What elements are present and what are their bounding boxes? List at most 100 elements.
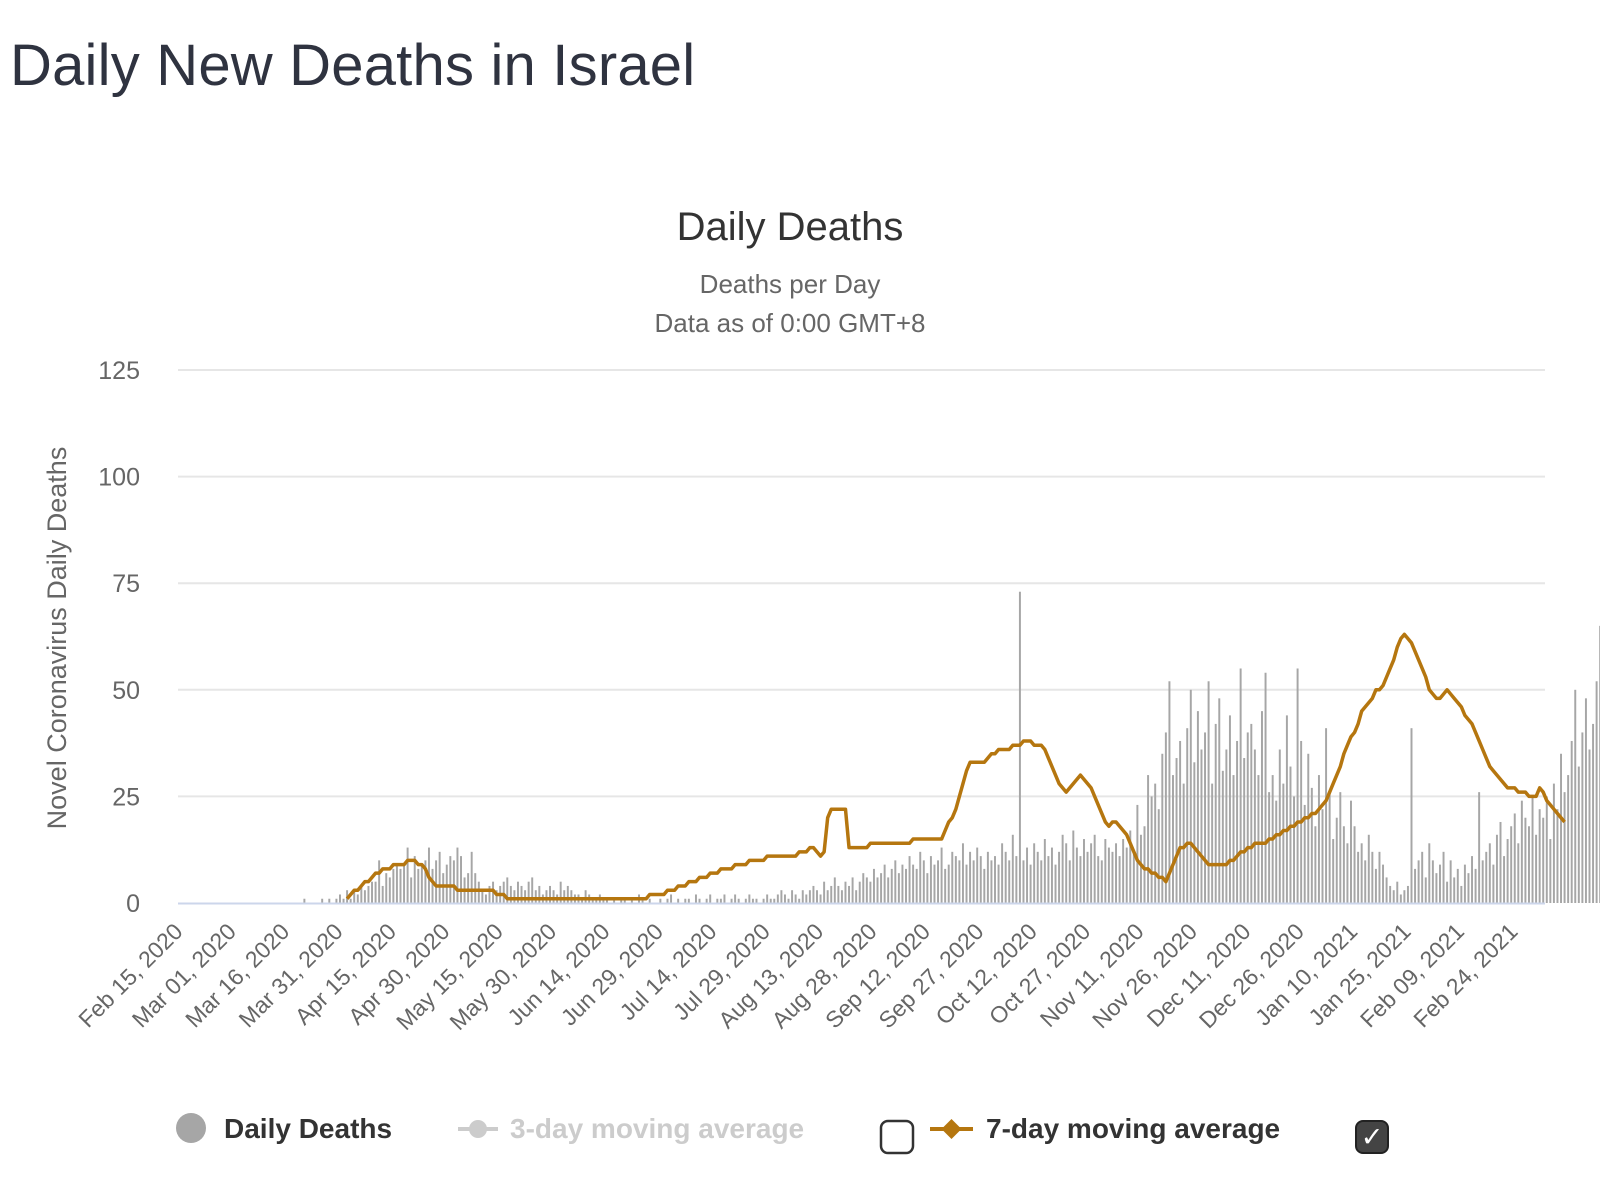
daily-deaths-bar	[780, 890, 783, 903]
daily-deaths-bar	[684, 898, 687, 903]
daily-deaths-bar	[1285, 715, 1288, 903]
legend-item-7-day-average[interactable]: 7-day moving average	[930, 1113, 1280, 1144]
daily-deaths-bar	[851, 877, 854, 903]
daily-deaths-bar	[363, 890, 366, 903]
daily-deaths-bar	[1385, 877, 1388, 903]
daily-deaths-bar	[1357, 851, 1360, 903]
daily-deaths-bar	[1517, 843, 1520, 903]
daily-deaths-bar	[787, 898, 790, 903]
daily-deaths-bar	[1115, 843, 1118, 903]
daily-deaths-bar	[844, 881, 847, 903]
daily-deaths-bar	[527, 881, 530, 903]
daily-deaths-bar	[801, 890, 804, 903]
daily-deaths-bar	[1172, 775, 1174, 903]
daily-deaths-bar	[670, 894, 673, 903]
daily-deaths-bar	[1577, 766, 1580, 903]
y-tick-label: 25	[112, 783, 140, 811]
chart-subtitle-line-2: Data as of 0:00 GMT+8	[655, 308, 926, 338]
seven-day-average-line	[345, 632, 1566, 901]
daily-deaths-bar	[855, 890, 858, 903]
daily-deaths-bar	[395, 864, 398, 903]
daily-deaths-bar	[1538, 809, 1541, 903]
daily-deaths-bar	[1567, 775, 1570, 903]
daily-deaths-bar	[826, 890, 829, 903]
daily-deaths-bar	[538, 885, 541, 903]
daily-deaths-bar	[1581, 732, 1584, 903]
daily-deaths-bar	[1506, 839, 1509, 903]
daily-deaths-bar	[1392, 890, 1395, 903]
daily-deaths-bar	[659, 898, 662, 903]
daily-deaths-bar	[1595, 681, 1598, 903]
grid-lines	[178, 369, 1545, 798]
daily-deaths-bar	[602, 898, 605, 903]
daily-deaths-bar	[1079, 856, 1082, 903]
daily-deaths-bar	[367, 885, 370, 903]
daily-deaths-bar	[1535, 834, 1538, 903]
daily-deaths-bar	[1068, 860, 1071, 903]
chart-subtitle-line-1: Deaths per Day	[700, 269, 881, 299]
daily-deaths-bar	[1485, 851, 1488, 903]
daily-deaths-bar	[356, 894, 359, 903]
daily-deaths-bar	[1556, 809, 1559, 903]
daily-deaths-bar	[1029, 864, 1032, 903]
daily-deaths-bar	[1239, 668, 1242, 903]
daily-deaths-bar	[766, 894, 769, 903]
daily-deaths-bar	[424, 860, 427, 903]
daily-deaths-bar	[1382, 864, 1385, 903]
daily-deaths-bar	[1097, 856, 1100, 903]
daily-deaths-bar	[563, 890, 566, 903]
daily-deaths-bar	[406, 847, 409, 903]
daily-deaths-bar	[972, 860, 975, 903]
daily-deaths-bar	[1253, 749, 1256, 903]
daily-deaths-bar	[887, 877, 890, 903]
daily-deaths-bar	[905, 868, 907, 903]
daily-deaths-bar	[339, 894, 341, 903]
daily-deaths-bar	[734, 894, 737, 903]
daily-deaths-bar	[371, 881, 373, 903]
legend-item-3-day-average[interactable]: 3-day moving average	[458, 1113, 804, 1144]
daily-deaths-bar	[303, 898, 306, 903]
daily-deaths-bar	[1414, 868, 1417, 903]
daily-deaths-bar	[744, 898, 747, 903]
daily-deaths-bar	[381, 885, 384, 903]
daily-deaths-bar	[488, 885, 491, 903]
y-tick-label: 125	[98, 357, 140, 385]
daily-deaths-bar	[353, 890, 356, 903]
daily-deaths-bar	[880, 873, 883, 903]
daily-deaths-bar	[812, 885, 815, 903]
daily-deaths-bar	[976, 847, 979, 903]
daily-deaths-bar	[958, 860, 961, 903]
daily-deaths-bar	[1584, 698, 1587, 903]
daily-deaths-bar	[467, 873, 470, 903]
seven-day-average-checkbox[interactable]: ✓	[1355, 1120, 1389, 1154]
daily-deaths-bar	[534, 890, 537, 903]
legend-item-daily-deaths[interactable]: Daily Deaths	[176, 1113, 392, 1144]
daily-deaths-bar	[321, 898, 324, 903]
daily-deaths-bar	[1107, 847, 1110, 903]
daily-deaths-bar	[901, 864, 904, 903]
daily-deaths-bar	[1040, 860, 1043, 903]
daily-deaths-bar	[794, 894, 797, 903]
legend-label-daily-deaths: Daily Deaths	[224, 1113, 392, 1144]
daily-deaths-bar	[1403, 890, 1406, 903]
daily-deaths-bar	[776, 894, 779, 903]
daily-deaths-bar	[1588, 749, 1591, 903]
daily-deaths-bar	[748, 894, 751, 903]
daily-deaths-bar	[1139, 834, 1142, 903]
daily-deaths-bar	[773, 898, 776, 903]
daily-deaths-bar	[1528, 826, 1530, 903]
daily-deaths-bar	[694, 894, 697, 903]
daily-deaths-bar	[1001, 843, 1004, 903]
three-day-average-checkbox[interactable]	[879, 1119, 915, 1155]
daily-deaths-bar	[1456, 868, 1459, 903]
daily-deaths-bar	[1111, 851, 1114, 903]
checkmark-icon: ✓	[1361, 1122, 1384, 1153]
daily-deaths-bar	[360, 885, 363, 903]
daily-deaths-bar	[1389, 885, 1392, 903]
daily-deaths-bar	[648, 898, 651, 903]
daily-deaths-bar	[1026, 847, 1029, 903]
daily-deaths-bar	[1492, 864, 1495, 903]
daily-deaths-bar	[719, 898, 722, 903]
daily-deaths-bar	[730, 898, 733, 903]
